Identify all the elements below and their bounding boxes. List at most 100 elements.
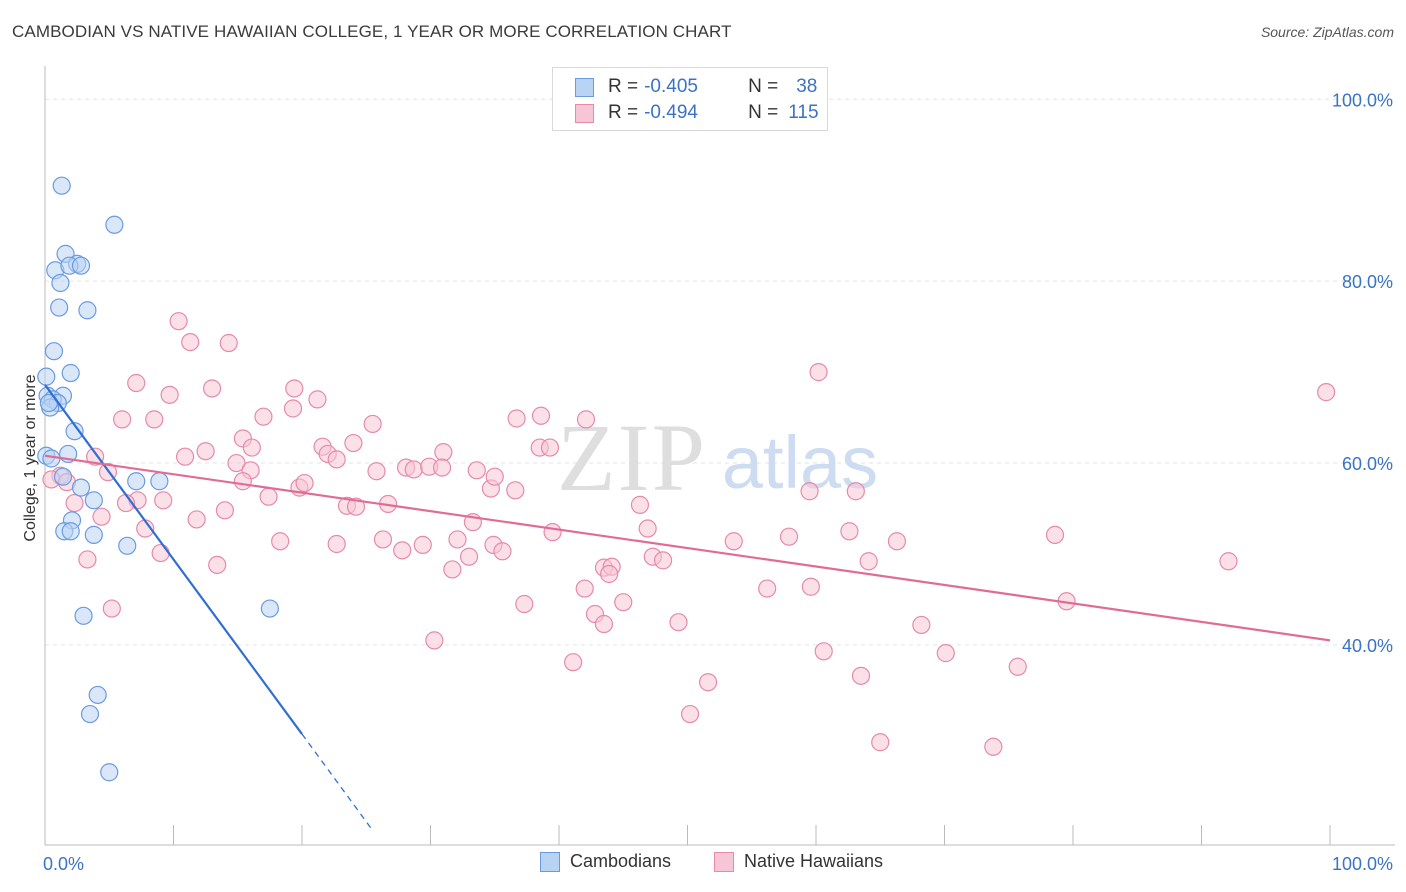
native-hawaiian-point xyxy=(327,450,346,469)
native-hawaiian-point xyxy=(367,462,386,481)
native-hawaiian-point xyxy=(208,555,227,575)
series-swatch-cambodians xyxy=(540,851,560,872)
native-hawaiian-point xyxy=(86,447,105,466)
cambodian-point xyxy=(53,467,73,486)
trend-lines xyxy=(44,384,1331,831)
y-tick-label: 60.0% xyxy=(1342,454,1393,474)
native-hawaiian-point xyxy=(936,644,955,663)
legend-n-label: N = xyxy=(748,76,779,97)
native-hawaiian-point xyxy=(1317,383,1336,402)
native-hawaiian-point xyxy=(507,409,526,428)
native-hawaiian-point xyxy=(327,534,346,554)
native-hawaiian-point xyxy=(531,406,551,425)
native-hawaiian-point xyxy=(871,733,890,752)
cambodian-point xyxy=(71,256,91,275)
native-hawaiian-point xyxy=(215,501,234,520)
series-legend-cambodians[interactable]: Cambodians xyxy=(540,851,671,872)
native-hawaiian-point xyxy=(840,522,859,541)
native-hawaiian-point xyxy=(600,564,619,584)
native-hawaiian-point xyxy=(653,551,673,570)
native-hawaiian-point xyxy=(680,704,700,724)
cambodian-point xyxy=(52,176,71,195)
cambodian-point xyxy=(100,763,119,782)
native-hawaiian-point xyxy=(459,547,479,566)
native-hawaiian-point xyxy=(145,410,164,429)
native-hawaiian-point xyxy=(448,530,467,549)
native-hawaiian-point xyxy=(283,399,303,418)
cambodian-point xyxy=(51,273,70,293)
native-hawaiian-point xyxy=(575,579,594,598)
series-label-native-hawaiians: Native Hawaiians xyxy=(744,851,884,871)
native-hawaiian-point xyxy=(308,390,327,409)
tick-labels: 100.0% 80.0% 60.0% 40.0% 0.0% 100.0% xyxy=(43,90,1393,874)
legend-r-label: R = xyxy=(608,102,639,123)
cambodian-point xyxy=(61,522,80,541)
native-hawaiian-point xyxy=(576,410,596,429)
native-hawaiian-point xyxy=(373,530,393,549)
cambodian-trend-extension xyxy=(301,733,374,831)
grid-lines xyxy=(45,98,1395,646)
cambodian-point xyxy=(74,606,93,625)
native-hawaiian-point xyxy=(65,493,84,513)
native-hawaiian-point xyxy=(698,673,718,692)
cambodian-point xyxy=(65,422,84,441)
native-hawaiian-point xyxy=(112,410,132,429)
native-hawaiian-point xyxy=(859,552,878,571)
correlation-legend: R = -0.405 N = 38 R = -0.494 N = 115 xyxy=(552,67,828,131)
native-hawaiian-point xyxy=(669,613,688,632)
cambodian-point xyxy=(127,472,146,491)
native-hawaiian-point xyxy=(1219,552,1238,571)
cambodian-point xyxy=(84,491,103,510)
native-hawaiian-point xyxy=(724,532,743,551)
cambodian-point xyxy=(118,536,137,555)
cambodian-point xyxy=(105,215,124,234)
cambodian-point xyxy=(260,599,279,618)
native-hawaiian-point xyxy=(413,535,432,554)
native-hawaiian-point xyxy=(1045,525,1065,544)
native-hawaiian-point xyxy=(630,495,650,514)
native-hawaiian-point xyxy=(809,363,828,382)
native-hawaiian-point xyxy=(506,481,525,500)
native-hawaiian-point xyxy=(432,458,452,477)
native-hawaiian-point xyxy=(564,653,583,672)
native-hawaiian-point xyxy=(271,532,290,551)
y-tick-label: 40.0% xyxy=(1342,636,1393,656)
native-hawaiian-point xyxy=(425,631,444,650)
cambodian-point xyxy=(44,342,64,361)
native-hawaiian-point xyxy=(779,527,799,546)
legend-n-value: 38 xyxy=(796,76,818,97)
native-hawaiian-point xyxy=(758,579,777,598)
native-hawaiian-point xyxy=(295,473,314,493)
cambodian-point xyxy=(61,363,80,383)
legend-n-label: N = xyxy=(748,102,779,123)
cambodian-point xyxy=(78,301,97,320)
x-tick-label: 100.0% xyxy=(1332,854,1393,874)
native-hawaiian-point xyxy=(259,487,278,506)
native-hawaiian-point xyxy=(614,593,633,612)
source-label: Source: ZipAtlas.com xyxy=(1260,24,1394,40)
native-hawaiian-point xyxy=(443,560,462,579)
native-hawaiian-point xyxy=(151,543,170,563)
native-hawaiian-point xyxy=(485,467,504,486)
legend-n-value: 115 xyxy=(788,102,819,123)
native-hawaiian-point xyxy=(154,491,173,510)
native-hawaiian-trend-line xyxy=(44,454,1331,642)
legend-r-label: R = xyxy=(608,76,639,97)
chart-title: CAMBODIAN VS NATIVE HAWAIIAN COLLEGE, 1 … xyxy=(12,22,732,41)
cambodian-point xyxy=(88,685,107,705)
native-hawaiian-point xyxy=(346,497,366,516)
native-hawaiian-point xyxy=(393,541,412,560)
native-hawaiian-point xyxy=(846,482,865,501)
y-tick-label: 80.0% xyxy=(1342,272,1393,292)
native-hawaiian-point xyxy=(404,460,423,479)
cambodian-trend-line xyxy=(44,384,303,735)
x-tick-label: 0.0% xyxy=(43,854,84,874)
native-hawaiian-point xyxy=(540,438,560,457)
native-hawaiian-point xyxy=(515,594,534,614)
native-hawaiian-point xyxy=(984,737,1003,756)
series-label-cambodians: Cambodians xyxy=(570,851,672,871)
series-legend-native-hawaiians[interactable]: Native Hawaiians xyxy=(714,851,883,872)
native-hawaiian-point xyxy=(233,472,252,491)
cambodian-point xyxy=(84,525,103,544)
native-hawaiian-point xyxy=(202,379,222,398)
